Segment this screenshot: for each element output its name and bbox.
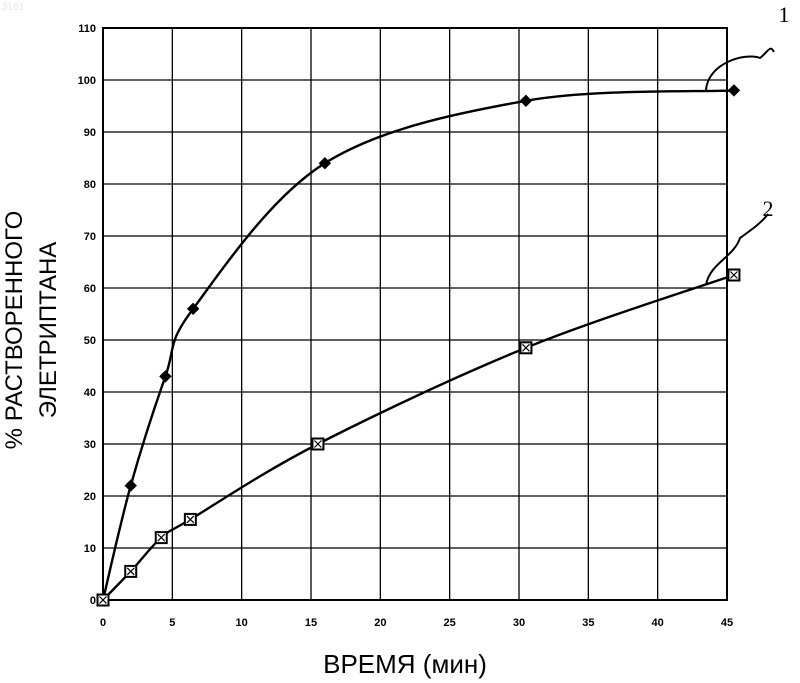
x-tick-label: 20 [374, 617, 386, 629]
x-tick-label: 15 [305, 617, 317, 629]
tick-labels: 0 5 10 15 20 25 30 35 40 45 0 10 20 30 40 50 60 70 80 90 100… [78, 23, 733, 629]
x-tick-label: 45 [721, 617, 733, 629]
y-tick-label: 10 [84, 543, 96, 555]
series-1-leader [706, 49, 774, 91]
x-tick-label: 30 [513, 617, 525, 629]
y-axis-label: % РАСТВОРЕННОГО ЭЛЕТРИПТАНА [1, 211, 62, 450]
x-tick-label: 10 [236, 617, 248, 629]
y-axis-label-line-1: % РАСТВОРЕННОГО [1, 211, 28, 450]
x-axis-label: ВРЕМЯ (мин) [323, 649, 487, 679]
y-tick-label: 0 [90, 595, 96, 607]
y-tick-label: 30 [84, 439, 96, 451]
y-tick-label: 60 [84, 283, 96, 295]
series-line-2 [103, 275, 734, 600]
series-1-point [160, 371, 171, 382]
series-1-label: 1 [779, 2, 790, 27]
y-tick-label: 110 [78, 23, 96, 35]
y-tick-label: 50 [84, 335, 96, 347]
y-tick-label: 20 [84, 491, 96, 503]
series-1-point [520, 95, 531, 106]
x-tick-label: 35 [582, 617, 594, 629]
x-tick-label: 25 [444, 617, 456, 629]
data-series [98, 85, 740, 606]
x-tick-label: 40 [652, 617, 664, 629]
series-callouts: 12 [706, 2, 790, 285]
y-tick-label: 70 [84, 231, 96, 243]
y-tick-label: 40 [84, 387, 96, 399]
series-2-label: 2 [763, 196, 774, 221]
series-line-1 [103, 90, 734, 600]
corner-mark: 3161 [2, 2, 25, 13]
series-1-point [125, 480, 136, 491]
y-tick-label: 100 [78, 75, 96, 87]
y-tick-label: 90 [84, 127, 96, 139]
y-axis-label-line-2: ЭЛЕТРИПТАНА [35, 242, 62, 419]
y-tick-label: 80 [84, 179, 96, 191]
series-1-point [728, 85, 739, 96]
x-tick-label: 0 [100, 617, 106, 629]
x-tick-label: 5 [169, 617, 175, 629]
